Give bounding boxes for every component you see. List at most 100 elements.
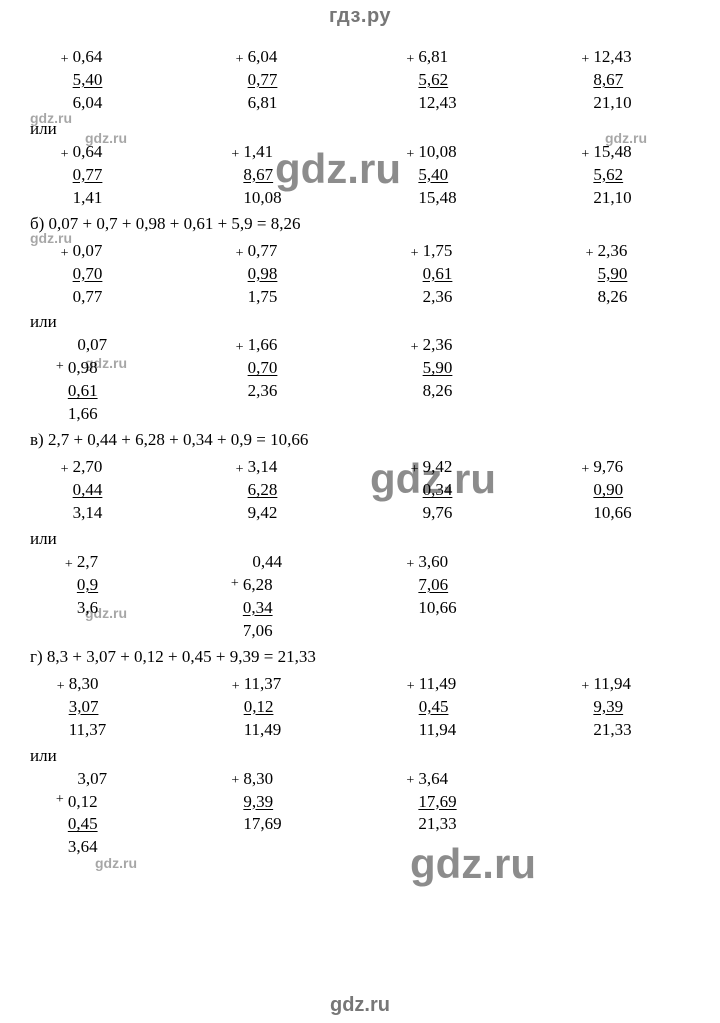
addend: 6,81 [418,47,448,66]
addend: 0,98 [68,358,98,377]
sum: 11,49 [244,720,282,739]
brand-bottom: gdz.ru [0,994,720,1017]
addend: 8,30 [243,769,273,788]
sec-a-row2: +0,640,771,41 +1,418,6710,08 +10,085,401… [0,141,720,210]
addend: 0,64 [73,142,103,161]
add-block: +12,438,6721,10 [593,46,631,115]
sum: 1,66 [68,404,98,423]
addend: 11,94 [593,674,631,693]
addend: 8,67 [243,165,273,184]
problem-b: б) 0,07 + 0,7 + 0,98 + 0,61 + 5,9 = 8,26 [0,214,720,234]
addend: 17,69 [418,792,456,811]
ili-label: или [0,529,720,549]
addend: 0,70 [248,358,278,377]
sum: 2,36 [248,381,278,400]
addend: 6,28 [248,480,278,499]
page: гдз.ру +0,645,406,04 +6,040,776,81 +6,81… [0,0,720,1023]
addend: 0,77 [248,241,278,260]
addend: 0,12 [244,697,274,716]
addend: 1,75 [423,241,453,260]
sum: 9,76 [423,503,453,522]
addend: 5,40 [73,70,103,89]
add-block: +10,085,4015,48 [418,141,456,210]
add-block: +2,70,93,6 [77,551,98,643]
add-block: +2,365,908,26 [598,240,628,309]
ili-label: или [0,312,720,332]
addend: 0,77 [248,70,278,89]
addend: 0,9 [77,575,98,594]
sum: 3,64 [68,837,98,856]
addend: 0,44 [252,552,282,571]
ili-label: или [0,119,720,139]
addend: 0,61 [423,264,453,283]
addend: 0,45 [419,697,449,716]
add-block: +8,309,3917,69 [243,768,281,860]
sum: 10,66 [418,598,456,617]
add-block: +8,303,0711,37 [69,673,107,742]
addend: 5,90 [598,264,628,283]
addend: 0,34 [243,598,273,617]
add-block: +11,370,1211,49 [244,673,282,742]
sec-g-row2: ++3,070,120,453,64 +8,309,3917,69 +3,641… [0,768,720,860]
addend: 0,07 [73,241,103,260]
addend: 3,60 [418,552,448,571]
add-block: +9,760,9010,66 [593,456,631,525]
add-block: +3,146,289,42 [248,456,278,525]
addend: 0,64 [73,47,103,66]
sec-g-row1: +8,303,0711,37 +11,370,1211,49 +11,490,4… [0,673,720,742]
addend: 11,37 [244,674,282,693]
add-block-3: ++0,070,980,611,66 [68,334,107,426]
add-block: +2,700,443,14 [73,456,103,525]
sum: 10,66 [593,503,631,522]
sum: 17,69 [243,814,281,833]
sum: 21,10 [593,188,631,207]
sum: 6,04 [73,93,103,112]
add-block: +2,365,908,26 [423,334,453,426]
addend: 0,77 [73,165,103,184]
sec-v-row2: +2,70,93,6 ++0,446,280,347,06 +3,607,061… [0,551,720,643]
sum: 12,43 [418,93,456,112]
add-block: +3,6417,6921,33 [418,768,456,860]
brand-top: гдз.ру [0,5,720,28]
addend: 9,42 [423,457,453,476]
add-block: +0,645,406,04 [73,46,103,115]
addend: 0,61 [68,381,98,400]
addend: 2,36 [598,241,628,260]
addend: 8,30 [69,674,99,693]
addend: 3,14 [248,457,278,476]
add-block: +11,490,4511,94 [419,673,457,742]
addend: 3,64 [418,769,448,788]
addend: 2,70 [73,457,103,476]
addend: 8,67 [593,70,623,89]
add-block: +1,660,702,36 [248,334,278,426]
addend: 1,41 [243,142,273,161]
addend: 0,90 [593,480,623,499]
add-block: +0,770,981,75 [248,240,278,309]
sum: 21,33 [593,720,631,739]
sum: 0,77 [73,287,103,306]
sum: 15,48 [418,188,456,207]
addend: 3,07 [77,769,107,788]
sec-a-row1: +0,645,406,04 +6,040,776,81 +6,815,6212,… [0,46,720,115]
addend: 0,12 [68,792,98,811]
addend: 0,98 [248,264,278,283]
sum: 9,42 [248,503,278,522]
addend: 0,07 [77,335,107,354]
sum: 21,10 [593,93,631,112]
sec-b-row1: +0,070,700,77 +0,770,981,75 +1,750,612,3… [0,240,720,309]
add-block: +15,485,6221,10 [593,141,631,210]
addend: 0,70 [73,264,103,283]
sum: 11,94 [419,720,457,739]
problem-v: в) 2,7 + 0,44 + 6,28 + 0,34 + 0,9 = 10,6… [0,430,720,450]
sum: 1,75 [248,287,278,306]
addend: 5,62 [418,70,448,89]
addend: 12,43 [593,47,631,66]
add-block-3: ++3,070,120,453,64 [68,768,107,860]
addend: 11,49 [419,674,457,693]
sum: 6,81 [248,93,278,112]
addend: 0,45 [68,814,98,833]
addend: 7,06 [418,575,448,594]
addend: 9,39 [243,792,273,811]
ili-label: или [0,746,720,766]
sum: 3,6 [77,598,98,617]
